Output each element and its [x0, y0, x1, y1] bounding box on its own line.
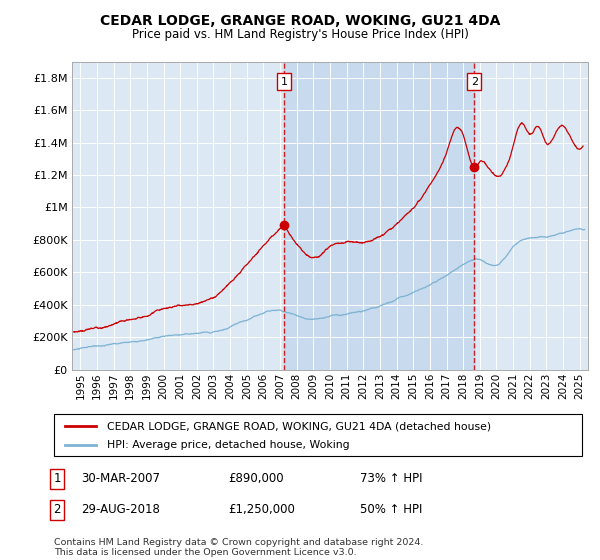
Text: 50% ↑ HPI: 50% ↑ HPI: [360, 503, 422, 516]
Text: 2: 2: [471, 77, 478, 87]
Text: Contains HM Land Registry data © Crown copyright and database right 2024.
This d: Contains HM Land Registry data © Crown c…: [54, 538, 424, 557]
Text: £890,000: £890,000: [228, 472, 284, 486]
Text: 30-MAR-2007: 30-MAR-2007: [81, 472, 160, 486]
Bar: [284, 62, 475, 370]
Text: 1: 1: [281, 77, 288, 87]
Text: HPI: Average price, detached house, Woking: HPI: Average price, detached house, Woki…: [107, 440, 349, 450]
Text: 29-AUG-2018: 29-AUG-2018: [81, 503, 160, 516]
Text: Price paid vs. HM Land Registry's House Price Index (HPI): Price paid vs. HM Land Registry's House …: [131, 28, 469, 41]
Text: 2: 2: [53, 503, 61, 516]
Text: £1,250,000: £1,250,000: [228, 503, 295, 516]
Text: CEDAR LODGE, GRANGE ROAD, WOKING, GU21 4DA: CEDAR LODGE, GRANGE ROAD, WOKING, GU21 4…: [100, 14, 500, 28]
Text: CEDAR LODGE, GRANGE ROAD, WOKING, GU21 4DA (detached house): CEDAR LODGE, GRANGE ROAD, WOKING, GU21 4…: [107, 421, 491, 431]
Text: 1: 1: [53, 472, 61, 486]
Text: 73% ↑ HPI: 73% ↑ HPI: [360, 472, 422, 486]
